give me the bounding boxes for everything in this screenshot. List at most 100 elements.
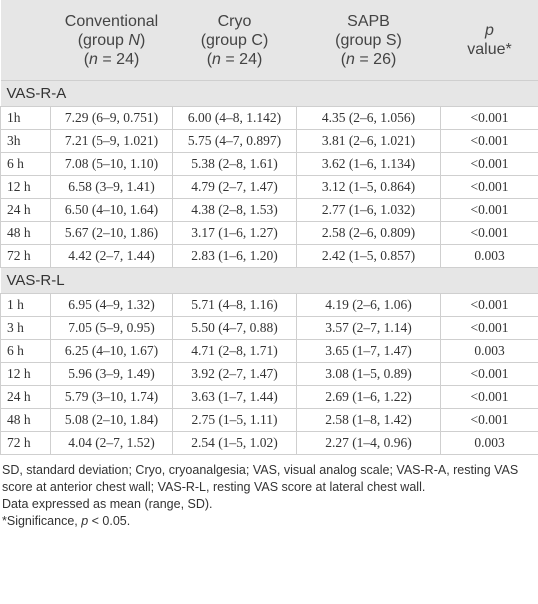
row-label: 3h — [0, 129, 51, 153]
header-text: ( — [83, 50, 90, 68]
data-row: 6 h 7.08 (5–10, 1.10) 5.38 (2–8, 1.61) 3.62… — [0, 152, 538, 176]
cell: 4.04 (2–7, 1.52) — [50, 431, 173, 455]
section-row: VAS-R-A — [0, 80, 538, 107]
cell: 5.75 (4–7, 0.897) — [172, 129, 297, 153]
header-text: n — [89, 50, 98, 68]
header-text: N — [128, 31, 140, 49]
cell: 5.96 (3–9, 1.49) — [50, 362, 173, 386]
footnotes: SD, standard deviation; Cryo, cryoanalge… — [0, 455, 538, 530]
row-label: 3 h — [0, 316, 51, 340]
cell: 4.38 (2–8, 1.53) — [172, 198, 297, 222]
row-label: 72 h — [0, 244, 51, 268]
cell: 5.08 (2–10, 1.84) — [50, 408, 173, 432]
header-text: n — [212, 50, 221, 68]
cell: 6.50 (4–10, 1.64) — [50, 198, 173, 222]
header-text: p — [485, 22, 494, 39]
data-row: 12 h 6.58 (3–9, 1.41) 4.79 (2–7, 1.47) 3.12… — [0, 175, 538, 199]
row-label: 48 h — [0, 408, 51, 432]
data-row: 3 h 7.05 (5–9, 0.95) 5.50 (4–7, 0.88) 3.57 … — [0, 316, 538, 340]
data-row: 72 h 4.04 (2–7, 1.52) 2.54 (1–5, 1.02) 2.27… — [0, 431, 538, 455]
footnote-text: p — [81, 514, 89, 528]
footnote-text: *Significance, — [2, 514, 82, 528]
cell: 5.79 (3–10, 1.74) — [50, 385, 173, 409]
cell: 4.35 (2–6, 1.056) — [296, 106, 441, 130]
cell: 0.003 — [440, 339, 538, 363]
header-text: n — [346, 50, 355, 68]
cell: <0.001 — [440, 175, 538, 199]
header-text: (group S) — [335, 31, 402, 49]
cell: 6.25 (4–10, 1.67) — [50, 339, 173, 363]
cell: 4.42 (2–7, 1.44) — [50, 244, 173, 268]
data-row: 24 h 6.50 (4–10, 1.64) 4.38 (2–8, 1.53) 2.7… — [0, 198, 538, 222]
data-row: 6 h 6.25 (4–10, 1.67) 4.71 (2–8, 1.71) 3.65… — [0, 339, 538, 363]
cell: 6.95 (4–9, 1.32) — [50, 293, 173, 317]
data-row: 24 h 5.79 (3–10, 1.74) 3.63 (1–7, 1.44) 2.6… — [0, 385, 538, 409]
header-cell: p value* — [440, 0, 538, 81]
cell: 2.75 (1–5, 1.11) — [172, 408, 297, 432]
cell: 3.62 (1–6, 1.134) — [296, 152, 441, 176]
footnote-text: < 0.05. — [88, 514, 131, 528]
header-text: = 24) — [220, 50, 263, 68]
row-label: 12 h — [0, 362, 51, 386]
cell: 4.79 (2–7, 1.47) — [172, 175, 297, 199]
cell: 7.08 (5–10, 1.10) — [50, 152, 173, 176]
cell: <0.001 — [440, 362, 538, 386]
data-row: 48 h 5.08 (2–10, 1.84) 2.75 (1–5, 1.11) 2.5… — [0, 408, 538, 432]
header-text: Cryo — [217, 12, 252, 30]
row-label: 72 h — [0, 431, 51, 455]
cell: 5.67 (2–10, 1.86) — [50, 221, 173, 245]
cell: 7.21 (5–9, 1.021) — [50, 129, 173, 153]
cell: 2.58 (2–6, 0.809) — [296, 221, 441, 245]
cell: 0.003 — [440, 431, 538, 455]
cell: 2.27 (1–4, 0.96) — [296, 431, 441, 455]
cell: 3.12 (1–5, 0.864) — [296, 175, 441, 199]
header-cell: Conventional (group N) (n = 24) — [50, 0, 173, 81]
data-row: 1h 7.29 (6–9, 0.751) 6.00 (4–8, 1.142) 4.35… — [0, 106, 538, 130]
cell: <0.001 — [440, 293, 538, 317]
footnote: SD, standard deviation; Cryo, cryoanalge… — [2, 463, 519, 494]
cell: 2.42 (1–5, 0.857) — [296, 244, 441, 268]
cell: 5.38 (2–8, 1.61) — [172, 152, 297, 176]
data-row: 72 h 4.42 (2–7, 1.44) 2.83 (1–6, 1.20) 2.42… — [0, 244, 538, 268]
cell: 3.17 (1–6, 1.27) — [172, 221, 297, 245]
cell: 3.57 (2–7, 1.14) — [296, 316, 441, 340]
cell: 2.58 (1–8, 1.42) — [296, 408, 441, 432]
row-label: 24 h — [0, 198, 51, 222]
table-body: VAS-R-A 1h 7.29 (6–9, 0.751) 6.00 (4–8, 1.1… — [0, 80, 538, 455]
cell: <0.001 — [440, 408, 538, 432]
cell: 2.83 (1–6, 1.20) — [172, 244, 297, 268]
header-row: Conventional (group N) (n = 24) Cryo (group… — [0, 0, 538, 81]
cell: 2.77 (1–6, 1.032) — [296, 198, 441, 222]
header-text: ( — [206, 50, 213, 68]
cell: 4.71 (2–8, 1.71) — [172, 339, 297, 363]
section-row: VAS-R-L — [0, 267, 538, 294]
cell: 5.71 (4–8, 1.16) — [172, 293, 297, 317]
cell: 3.92 (2–7, 1.47) — [172, 362, 297, 386]
cell: 0.003 — [440, 244, 538, 268]
data-table: Conventional (group N) (n = 24) Cryo (group… — [0, 0, 538, 455]
header-text: SAPB — [347, 12, 390, 30]
row-label: 1 h — [0, 293, 51, 317]
cell: <0.001 — [440, 385, 538, 409]
data-row: 48 h 5.67 (2–10, 1.86) 3.17 (1–6, 1.27) 2.5… — [0, 221, 538, 245]
row-label: 24 h — [0, 385, 51, 409]
cell: 2.54 (1–5, 1.02) — [172, 431, 297, 455]
cell: <0.001 — [440, 106, 538, 130]
cell: 7.29 (6–9, 0.751) — [50, 106, 173, 130]
row-label: 12 h — [0, 175, 51, 199]
cell: <0.001 — [440, 198, 538, 222]
header-text: ) — [139, 31, 146, 49]
cell: 6.58 (3–9, 1.41) — [50, 175, 173, 199]
row-label: 6 h — [0, 339, 51, 363]
cell: 4.19 (2–6, 1.06) — [296, 293, 441, 317]
row-label: 6 h — [0, 152, 51, 176]
header-text: Conventional — [64, 12, 159, 30]
header-text: (group — [77, 31, 129, 49]
section-title: VAS-R-A — [0, 80, 538, 107]
row-label: 48 h — [0, 221, 51, 245]
header-cell — [0, 0, 51, 81]
header-text: (group C) — [200, 31, 269, 49]
section-title: VAS-R-L — [0, 267, 538, 294]
footnote: Data expressed as mean (range, SD). — [2, 497, 213, 511]
